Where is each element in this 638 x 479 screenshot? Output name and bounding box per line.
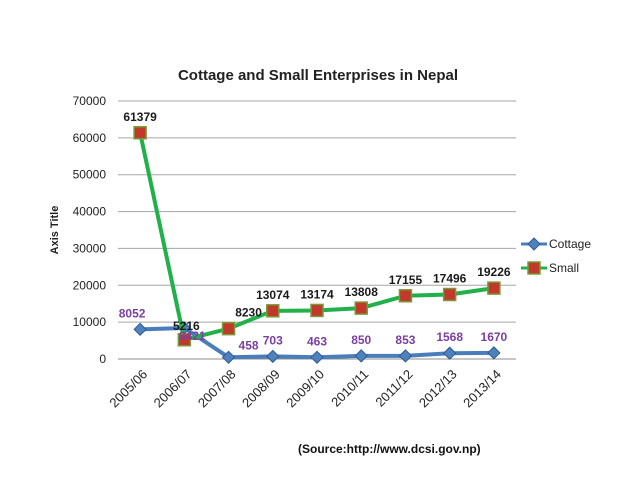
source-annotation: (Source:http://www.dcsi.gov.np) [298,442,481,456]
cottage-label-2: 458 [239,338,259,352]
small-point-3 [266,304,280,318]
cottage-label-4: 463 [307,334,327,348]
x-tick-labels: 2005/06 2006/07 2007/08 2008/09 2009/10 2010/… [106,367,504,411]
small-point-1 [177,333,192,347]
cottage-label-3: 703 [263,333,283,347]
cottage-label-6: 853 [395,333,415,347]
y-tick-60000: 60000 [73,131,107,145]
y-tick-0: 0 [99,352,106,366]
x-tick-2013-14: 2013/14 [460,367,504,411]
x-tick-2009-10: 2009/10 [283,367,327,411]
small-label-5: 13808 [345,285,379,299]
small-label-7: 17496 [433,272,467,286]
y-tick-50000: 50000 [73,168,107,182]
x-tick-2010-11: 2010/11 [328,367,371,410]
legend: Cottage Small [521,237,591,275]
y-axis-label: Axis Title [49,206,61,255]
small-label-0: 61379 [123,110,157,124]
small-point-2 [221,321,236,336]
cottage-point-7 [442,346,457,360]
cottage-point-3 [266,349,280,364]
data-labels: 61379 5216 8230 13074 13174 13808 17155 17496 19… [119,110,511,353]
cottage-point-8 [487,346,501,360]
cottage-label-8: 1670 [481,330,508,344]
small-label-3: 13074 [256,288,290,302]
x-tick-2005-06: 2005/06 [106,367,150,411]
cottage-point-4 [310,350,324,365]
small-point-0 [133,126,147,140]
y-tick-10000: 10000 [73,315,107,329]
small-label-8: 19226 [477,265,511,279]
y-tick-labels: 0 10000 20000 30000 40000 50000 60000 70000 [73,94,107,366]
legend-marker-small [527,261,541,275]
x-tick-2006-07: 2006/07 [151,367,195,411]
legend-label-cottage: Cottage [549,237,591,251]
small-label-4: 13174 [300,287,334,301]
cottage-label-0: 8052 [119,306,146,320]
small-point-8 [487,281,501,295]
x-tick-2011-12: 2011/12 [372,367,415,410]
y-tick-20000: 20000 [73,278,107,292]
cottage-point-5 [354,349,368,363]
legend-marker-cottage [527,237,541,251]
cottage-label-5: 850 [351,333,371,347]
small-point-6 [398,289,413,303]
small-label-6: 17155 [389,273,423,287]
cottage-point-0 [133,322,147,337]
x-tick-2007-08: 2007/08 [195,367,239,411]
cottage-point-2 [221,350,236,365]
chart-title: Cottage and Small Enterprises in Nepal [178,67,458,84]
small-point-4 [310,303,324,318]
small-label-2: 8230 [235,306,262,320]
small-label-1: 5216 [173,319,200,333]
y-tick-40000: 40000 [73,205,107,219]
legend-label-small: Small [549,261,579,275]
small-point-5 [354,301,368,315]
y-tick-70000: 70000 [73,94,107,108]
x-tick-2008-09: 2008/09 [239,367,283,411]
cottage-label-1: 8421 [179,329,206,343]
series-layer [133,126,501,365]
x-tick-2012-13: 2012/13 [416,367,460,411]
cottage-point-6 [398,349,413,363]
cottage-label-7: 1568 [436,330,463,344]
y-tick-30000: 30000 [73,241,107,255]
small-point-7 [442,287,457,302]
